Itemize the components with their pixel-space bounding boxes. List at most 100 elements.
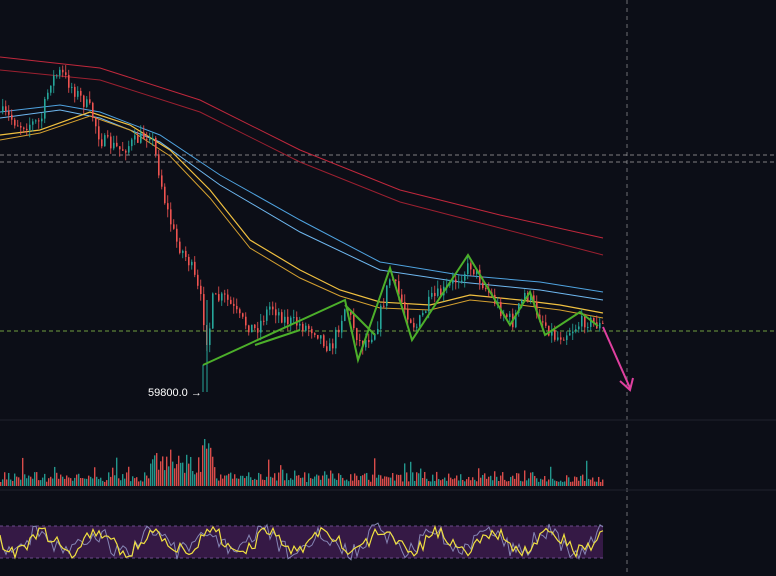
ma-fast-line [0, 111, 604, 314]
moving-averages [0, 56, 604, 319]
candle [389, 279, 391, 286]
candle [122, 149, 124, 151]
volume-bar [236, 478, 238, 486]
volume-bar [366, 472, 368, 486]
candle [236, 305, 238, 310]
volume-bar [92, 478, 94, 486]
volume-bar [152, 459, 154, 486]
volume-bar [272, 477, 274, 486]
volume-bar [202, 445, 204, 486]
candle [203, 294, 205, 326]
volume-bar [200, 471, 202, 486]
volume-bar [350, 474, 352, 486]
volume-bar [106, 480, 108, 486]
volume-bar [452, 479, 454, 486]
volume-bar [538, 481, 540, 486]
volume-bar [10, 479, 12, 486]
volume-bar [206, 448, 208, 486]
candle [167, 203, 169, 210]
candle [146, 138, 148, 140]
volume-bar [412, 472, 414, 486]
candle [215, 293, 217, 295]
volume-bar [304, 472, 306, 486]
candle [101, 139, 103, 147]
volume-bar [196, 472, 198, 486]
candle [251, 324, 253, 333]
candle [200, 285, 202, 295]
volume-bar [324, 471, 326, 486]
candle [143, 132, 145, 139]
volume-bar [54, 466, 56, 486]
volume-bar [36, 472, 38, 486]
volume-bar [164, 470, 166, 486]
candle [8, 111, 10, 115]
volume-bar [542, 479, 544, 486]
volume-bar [530, 472, 532, 486]
volume-bar [300, 477, 302, 486]
volume-bar [330, 470, 332, 486]
candle [245, 316, 247, 326]
candle [326, 346, 328, 351]
ma-mid-line [0, 109, 604, 301]
volume-bar [292, 479, 294, 486]
volume-bar [556, 481, 558, 486]
volume-bar [64, 478, 66, 486]
candle [104, 135, 106, 147]
volume-bar [500, 475, 502, 486]
volume-bar [148, 478, 150, 486]
volume-bar [88, 475, 90, 486]
candle [74, 86, 76, 97]
volume-bar [398, 474, 400, 486]
candle [485, 288, 487, 290]
volume-bar [4, 472, 6, 486]
volume-bar [572, 481, 574, 486]
volume-bar [162, 456, 164, 486]
candle [524, 292, 526, 300]
volume-bar [128, 466, 130, 486]
candle [116, 142, 118, 147]
candle [359, 340, 361, 342]
volume-bar [98, 479, 100, 486]
volume-bar [578, 480, 580, 486]
candle [95, 117, 97, 127]
candle [17, 125, 19, 127]
candle [386, 285, 388, 306]
volume-bar [566, 475, 568, 486]
volume-bar [258, 472, 260, 486]
volume-bar [246, 476, 248, 486]
volume-bar [142, 481, 144, 486]
volume-bar [526, 480, 528, 486]
volume-bar [112, 467, 114, 486]
candle [53, 75, 55, 86]
candle [440, 288, 442, 296]
volume-bar [22, 457, 24, 486]
volume-bar [384, 476, 386, 486]
volume-bar [122, 474, 124, 486]
volume-bar [296, 475, 298, 486]
volume-bar [72, 480, 74, 486]
volume-bar [512, 475, 514, 486]
volume-bar [306, 481, 308, 486]
candle [467, 263, 469, 274]
volume-bar [274, 473, 276, 486]
candle [257, 328, 259, 333]
volume-bar [570, 481, 572, 486]
volume-bar [524, 470, 526, 486]
candle [152, 137, 154, 139]
volume-bar [166, 456, 168, 486]
volume-bar [468, 476, 470, 486]
volume-bar [68, 477, 70, 486]
volume-bar [190, 456, 192, 486]
volume-bar [252, 479, 254, 486]
volume-bar [308, 473, 310, 486]
volume-bar [186, 454, 188, 486]
volume-bar [60, 474, 62, 486]
projection-arrow [602, 326, 631, 389]
candle [380, 305, 382, 329]
volume-bar [144, 472, 146, 486]
volume-bar [434, 481, 436, 486]
candle [569, 333, 571, 336]
candle [377, 328, 379, 335]
candle [47, 92, 49, 100]
candle [449, 283, 451, 286]
